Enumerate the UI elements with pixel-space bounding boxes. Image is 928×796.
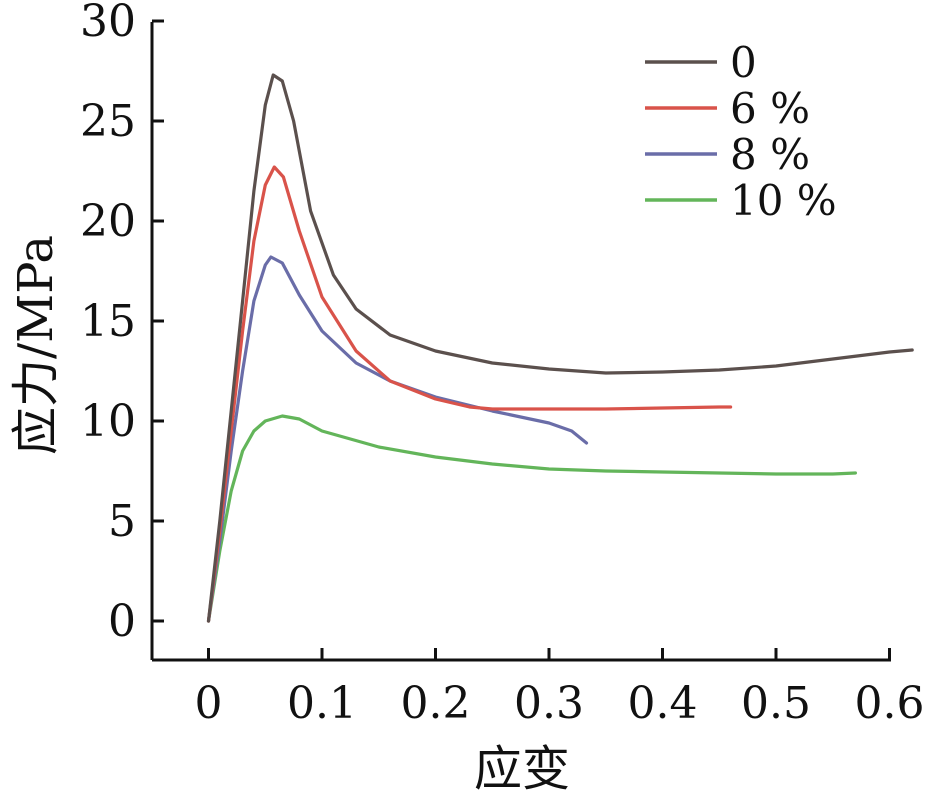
y-tick-label: 25 <box>80 96 136 147</box>
x-axis-title: 应变 <box>474 741 570 796</box>
series-line <box>206 73 914 623</box>
series-line <box>206 414 857 623</box>
x-tick-label: 0.5 <box>741 678 811 729</box>
legend-label: 8 % <box>730 130 810 179</box>
legend: 06 %8 %10 % <box>645 38 837 225</box>
x-tick-label: 0.4 <box>628 678 698 729</box>
legend-label: 6 % <box>730 84 810 133</box>
x-tick-label: 0.2 <box>401 678 471 729</box>
y-axis-title: 应力/MPa <box>8 235 64 455</box>
legend-label: 10 % <box>730 176 837 225</box>
legend-item: 10 % <box>645 176 837 225</box>
axes <box>150 22 891 662</box>
legend-item: 6 % <box>645 84 810 133</box>
series-line <box>206 255 589 623</box>
y-tick-label: 15 <box>80 296 136 347</box>
y-tick-label: 20 <box>80 196 136 247</box>
y-ticks: 0 5 10 15 20 25 30 <box>80 0 164 647</box>
x-tick-label: 0.1 <box>287 678 357 729</box>
x-tick-label: 0.6 <box>855 678 925 729</box>
y-tick-label: 10 <box>80 396 136 447</box>
legend-item: 0 <box>645 38 757 87</box>
y-tick-label: 30 <box>80 0 136 47</box>
series-group <box>206 73 914 623</box>
legend-item: 8 % <box>645 130 810 179</box>
x-ticks: 0 0.1 0.2 0.3 0.4 0.5 0.6 <box>195 648 925 729</box>
legend-label: 0 <box>730 38 757 87</box>
series-line <box>206 165 733 623</box>
y-tick-label: 5 <box>108 496 136 547</box>
x-tick-label: 0.3 <box>514 678 584 729</box>
x-tick-label: 0 <box>195 678 223 729</box>
y-tick-label: 0 <box>108 596 136 647</box>
